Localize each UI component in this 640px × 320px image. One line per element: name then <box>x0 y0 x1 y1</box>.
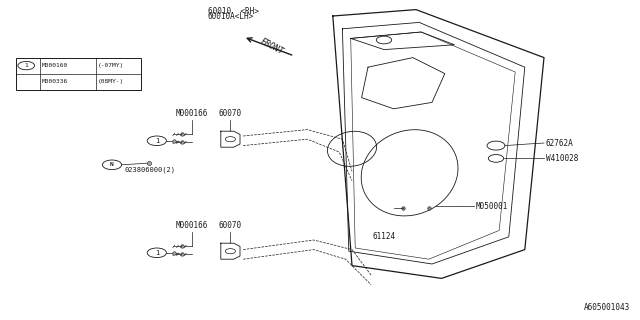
Text: 023806000(2): 023806000(2) <box>125 166 176 172</box>
Text: 1: 1 <box>24 63 28 68</box>
Text: 60070: 60070 <box>219 221 242 230</box>
Text: M000160: M000160 <box>42 63 68 68</box>
Text: W410028: W410028 <box>546 154 579 163</box>
Text: A605001043: A605001043 <box>584 303 630 312</box>
Text: (-07MY): (-07MY) <box>98 63 124 68</box>
Bar <box>16 58 141 90</box>
Text: 61124: 61124 <box>372 232 396 241</box>
Text: 62762A: 62762A <box>546 139 573 148</box>
Text: M000166: M000166 <box>176 221 208 230</box>
Text: 60010A<LH>: 60010A<LH> <box>208 12 254 21</box>
Text: FRONT: FRONT <box>259 37 285 57</box>
Text: 1: 1 <box>155 138 159 144</box>
Text: M000166: M000166 <box>176 109 208 118</box>
Text: 60070: 60070 <box>219 109 242 118</box>
Text: 60010  <RH>: 60010 <RH> <box>208 7 259 16</box>
Text: 1: 1 <box>155 250 159 256</box>
Text: (08MY-): (08MY-) <box>98 79 124 84</box>
Text: M050001: M050001 <box>476 202 508 211</box>
Text: M000336: M000336 <box>42 79 68 84</box>
Text: N: N <box>110 162 114 167</box>
